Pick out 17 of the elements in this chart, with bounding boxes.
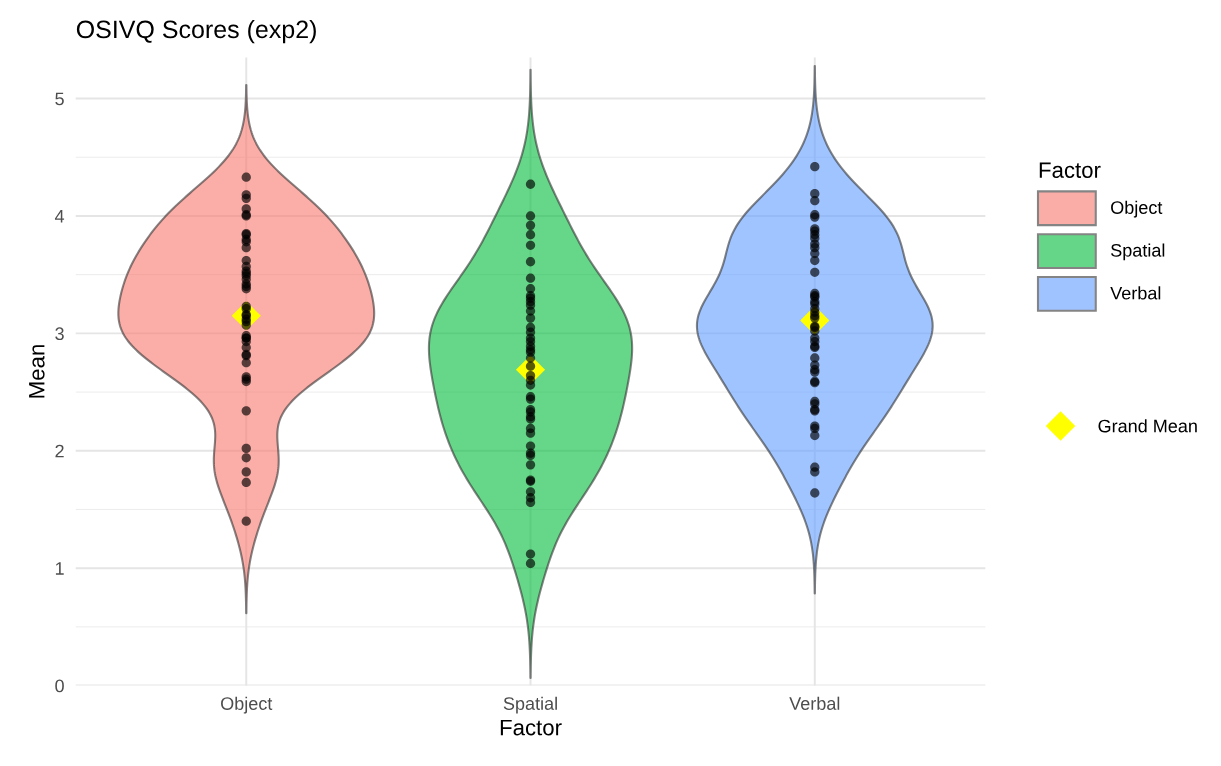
y-tick-label: 3: [55, 327, 64, 341]
category-label: Spatial: [1111, 243, 1165, 261]
y-tick-label: 1: [55, 562, 64, 575]
category-label: Verbal: [1110, 286, 1161, 300]
x-axis-title: Factor: [500, 719, 562, 736]
y-tick-label: 0: [55, 679, 64, 693]
legend-label: Grand Mean: [1098, 419, 1197, 433]
y-tick-label: 5: [55, 92, 64, 106]
y-tick-label: 4: [54, 210, 65, 223]
chart-title: OSIVQ Scores (exp2): [76, 19, 316, 44]
x-tick-label: Spatial: [503, 696, 557, 714]
x-tick-label: Object: [221, 696, 273, 714]
x-tick-label: Verbal: [789, 696, 840, 710]
legend-title: Factor: [1039, 162, 1101, 178]
y-axis-title: Mean: [29, 345, 45, 398]
category-label: Object: [1111, 200, 1163, 218]
y-tick-label: 2: [55, 444, 64, 458]
